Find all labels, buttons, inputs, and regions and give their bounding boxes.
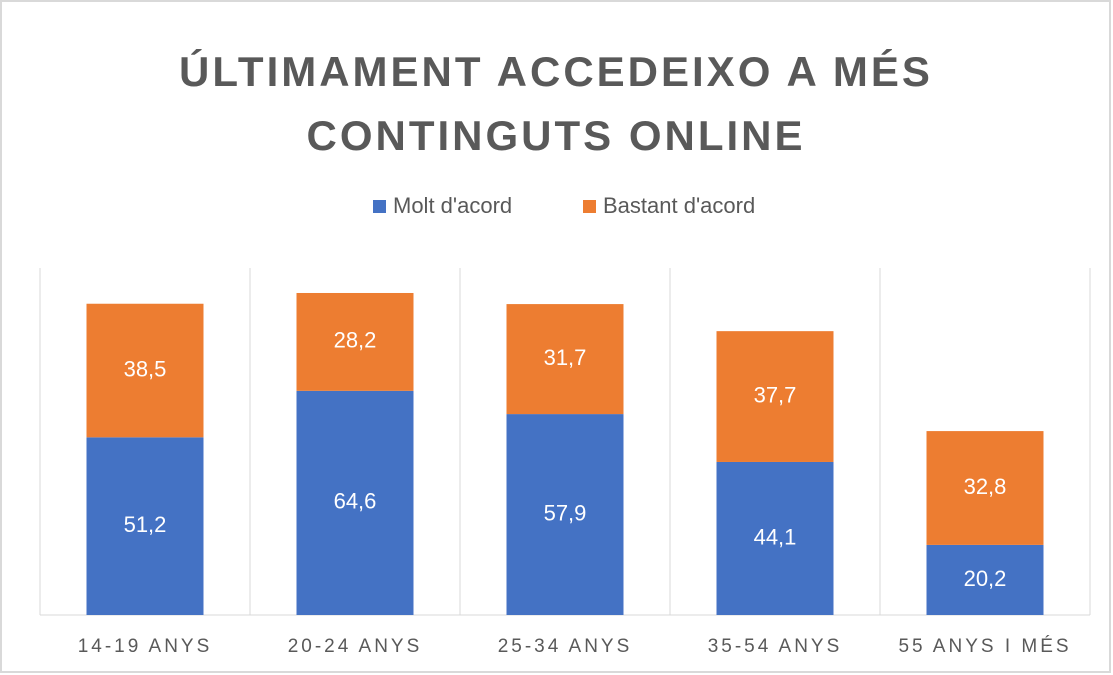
- data-label: 64,6: [334, 489, 377, 514]
- x-tick-label: 20-24 ANYS: [288, 636, 423, 657]
- data-label: 31,7: [544, 345, 587, 370]
- bar-segment: [86, 303, 204, 438]
- bar-segment: [716, 461, 834, 615]
- x-tick-label: 55 ANYS I MÉS: [898, 636, 1071, 657]
- bar-segment: [506, 304, 624, 415]
- bar-segment: [86, 437, 204, 615]
- legend-swatch: [583, 200, 596, 213]
- x-tick-label: 14-19 ANYS: [78, 636, 213, 657]
- bar-segment: [926, 544, 1044, 615]
- bar-segment: [296, 390, 414, 615]
- chart-title: ÚLTIMAMENT ACCEDEIXO A MÉS CONTINGUTS ON…: [179, 48, 933, 159]
- data-label: 32,8: [964, 474, 1007, 499]
- data-label: 28,2: [334, 328, 377, 353]
- bar-segment: [926, 431, 1044, 545]
- x-tick-label: 35-54 ANYS: [708, 636, 843, 657]
- legend-swatch: [373, 200, 386, 213]
- data-label: 51,2: [124, 512, 167, 537]
- bar-segment: [506, 414, 624, 615]
- legend-label: Bastant d'acord: [603, 193, 755, 218]
- data-label: 38,5: [124, 356, 167, 381]
- legend-label: Molt d'acord: [393, 193, 512, 218]
- bar-segment: [716, 331, 834, 462]
- x-tick-label: 25-34 ANYS: [498, 636, 633, 657]
- data-label: 37,7: [754, 382, 797, 407]
- data-label: 44,1: [754, 524, 797, 549]
- data-label: 57,9: [544, 500, 587, 525]
- bar-segment: [296, 292, 414, 391]
- data-label: 20,2: [964, 566, 1007, 591]
